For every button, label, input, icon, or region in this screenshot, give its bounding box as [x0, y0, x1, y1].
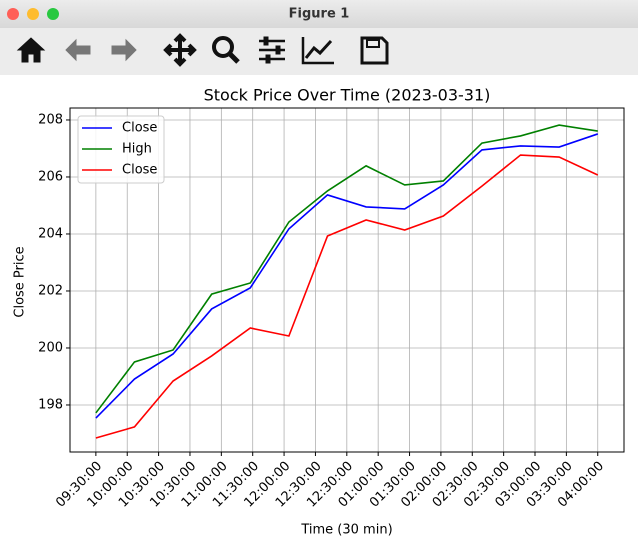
legend-label: Close: [122, 163, 157, 178]
series-line: [95, 154, 599, 439]
window-title: Figure 1: [289, 7, 350, 22]
home-button[interactable]: [16, 37, 46, 63]
x-axis-label: Time (30 min): [300, 523, 392, 538]
y-axis-label: Close Price: [13, 246, 28, 317]
plot-frame: [69, 107, 625, 453]
back-button[interactable]: [65, 38, 91, 62]
zoom-button[interactable]: [47, 8, 59, 20]
edit-axis-button[interactable]: [301, 37, 334, 65]
configure-button[interactable]: [259, 39, 285, 61]
series-line: [95, 133, 599, 419]
y-tick-label: 204: [38, 226, 63, 241]
title-bar: [0, 0, 638, 28]
y-tick-label: 198: [38, 397, 63, 412]
y-tick-label: 208: [38, 112, 63, 127]
legend-box: [77, 115, 165, 184]
series-line: [95, 124, 598, 414]
pan-button[interactable]: [163, 33, 197, 67]
chart-title: Stock Price Over Time (2023-03-31): [204, 86, 491, 105]
legend-label: High: [122, 142, 152, 157]
zoom-tool-button[interactable]: [212, 36, 234, 58]
forward-button[interactable]: [111, 38, 137, 62]
y-tick-label: 200: [38, 340, 63, 355]
minimize-button[interactable]: [27, 8, 39, 20]
legend-label: Close: [122, 121, 157, 136]
close-button[interactable]: [7, 8, 19, 20]
save-button[interactable]: [360, 36, 389, 65]
y-tick-label: 202: [38, 283, 63, 298]
toolbar-icons: [16, 33, 389, 67]
y-tick-label: 206: [38, 169, 63, 184]
